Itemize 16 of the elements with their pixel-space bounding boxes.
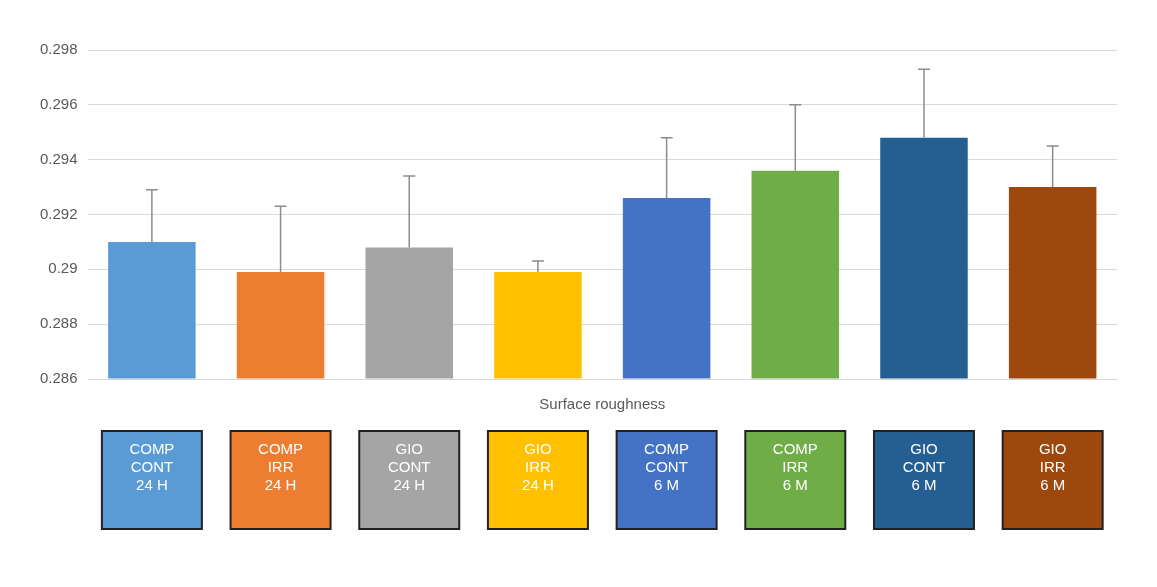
y-tick-label: 0.292 xyxy=(39,204,78,222)
y-tick-label: 0.294 xyxy=(39,149,78,167)
y-tick-label: 0.286 xyxy=(39,369,78,387)
x-tick-label: COMP IRR 24 H xyxy=(258,440,304,494)
y-tick-label: 0.29 xyxy=(48,259,78,277)
y-tick-label: 0.298 xyxy=(39,40,78,58)
x-tick-label: COMP CONT 6 M xyxy=(644,440,690,494)
y-tick-label: 0.288 xyxy=(39,314,78,332)
x-axis-title: Surface roughness xyxy=(539,395,666,412)
x-tick-label: COMP IRR 6 M xyxy=(772,440,818,494)
y-tick-label: 0.296 xyxy=(39,94,78,112)
x-tick-label: GIO IRR 6 M xyxy=(1038,440,1067,494)
x-tick-label: GIO IRR 24 H xyxy=(522,440,554,494)
x-tick-label: GIO CONT 6 M xyxy=(902,440,946,494)
x-tick-label: COMP CONT 24 H xyxy=(129,440,175,494)
x-tick-label: GIO CONT 24 H xyxy=(387,440,431,494)
